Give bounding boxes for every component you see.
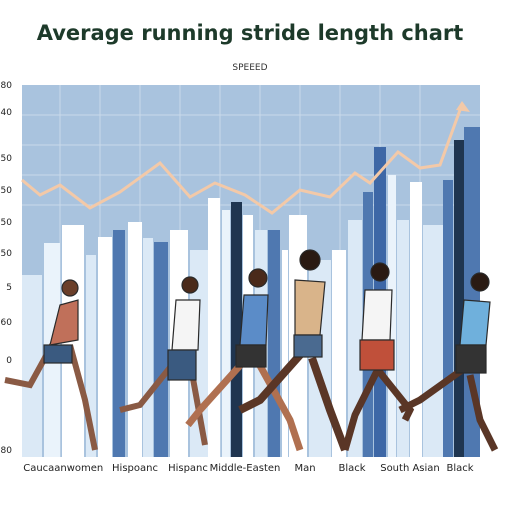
category-label: South Asian [380,463,440,474]
axis-labels: 80 40 50 50 50 50 5 60 0 80 [1,81,13,456]
axis-label: 80 [1,81,13,91]
category-labels: Caucaan women Hispoanc Hispanc Middle-Easten… [23,463,474,474]
axis-label: 0 [6,356,12,366]
category-label: Hispoanc [112,463,158,474]
axis-label: 60 [1,318,13,328]
axis-label: 50 [1,249,13,259]
axis-label: 80 [1,446,13,456]
bars [22,127,480,457]
axis-label: 40 [1,108,13,118]
title: Average running stride length chart [37,21,464,45]
category-label: women [67,463,104,474]
category-label: Hispanc [168,463,208,474]
axis-label: 50 [1,218,13,228]
runners [4,249,499,452]
category-label: Man [294,463,315,474]
axis-label: 5 [6,283,12,293]
category-label: Black [338,463,365,474]
subtitle: SPEEED [232,63,267,73]
category-label: Black [446,463,473,474]
axis-label: 50 [1,154,13,164]
arrow-head [456,101,470,112]
category-label: Middle-Easten [210,463,281,474]
category-label: Caucaan [23,463,67,474]
trend-line [21,109,462,215]
axis-label: 50 [1,186,13,196]
